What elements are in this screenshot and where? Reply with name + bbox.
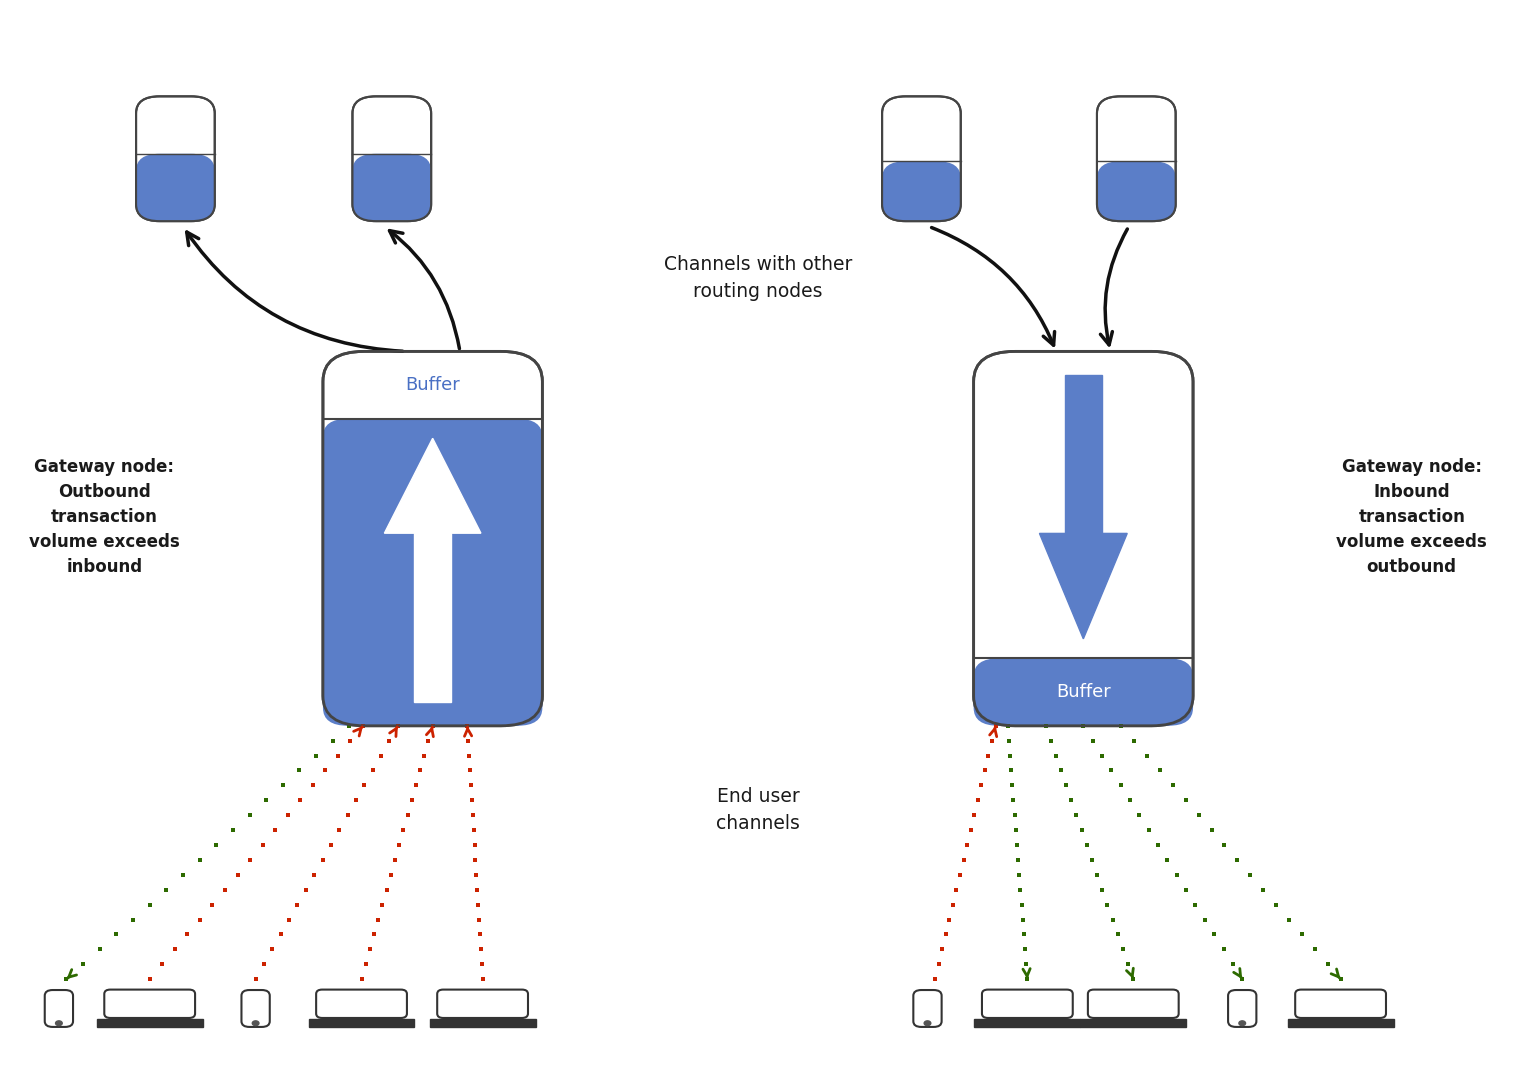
Bar: [975, 1019, 1081, 1027]
Circle shape: [1239, 1021, 1246, 1026]
FancyBboxPatch shape: [323, 419, 543, 726]
Bar: [1287, 1019, 1393, 1027]
FancyBboxPatch shape: [882, 97, 961, 221]
Bar: [309, 1019, 414, 1027]
Bar: [50, 997, 68, 1019]
Text: Gateway node:
Inbound
transaction
volume exceeds
outbound: Gateway node: Inbound transaction volume…: [1336, 458, 1487, 576]
FancyBboxPatch shape: [317, 990, 406, 1018]
FancyBboxPatch shape: [241, 990, 270, 1027]
FancyBboxPatch shape: [352, 97, 431, 221]
FancyBboxPatch shape: [1098, 97, 1175, 221]
FancyBboxPatch shape: [136, 153, 215, 221]
FancyBboxPatch shape: [136, 97, 215, 221]
Bar: [1233, 997, 1252, 1019]
FancyBboxPatch shape: [45, 990, 73, 1027]
FancyBboxPatch shape: [973, 658, 1193, 726]
Text: Buffer: Buffer: [405, 376, 459, 394]
FancyBboxPatch shape: [1228, 990, 1257, 1027]
Polygon shape: [385, 438, 481, 533]
Text: Buffer: Buffer: [1057, 683, 1111, 701]
FancyBboxPatch shape: [437, 990, 528, 1018]
FancyBboxPatch shape: [973, 351, 1193, 726]
Bar: [917, 997, 937, 1019]
FancyBboxPatch shape: [882, 161, 961, 221]
FancyBboxPatch shape: [1098, 161, 1175, 221]
Bar: [1064, 375, 1102, 533]
FancyBboxPatch shape: [913, 990, 941, 1027]
Bar: [246, 997, 265, 1019]
FancyBboxPatch shape: [323, 351, 543, 726]
FancyBboxPatch shape: [1295, 990, 1386, 1018]
Circle shape: [56, 1021, 62, 1026]
Bar: [1081, 1019, 1186, 1027]
FancyBboxPatch shape: [352, 153, 431, 221]
Circle shape: [252, 1021, 259, 1026]
Text: Channels with other
routing nodes: Channels with other routing nodes: [664, 256, 852, 301]
FancyBboxPatch shape: [1088, 990, 1178, 1018]
Text: Gateway node:
Outbound
transaction
volume exceeds
inbound: Gateway node: Outbound transaction volum…: [29, 458, 180, 576]
Bar: [429, 1019, 535, 1027]
Polygon shape: [1040, 533, 1128, 639]
Circle shape: [925, 1021, 931, 1026]
Bar: [97, 1019, 203, 1027]
FancyBboxPatch shape: [105, 990, 196, 1018]
Text: End user
channels: End user channels: [716, 787, 800, 832]
FancyBboxPatch shape: [982, 990, 1073, 1018]
Bar: [414, 533, 452, 702]
